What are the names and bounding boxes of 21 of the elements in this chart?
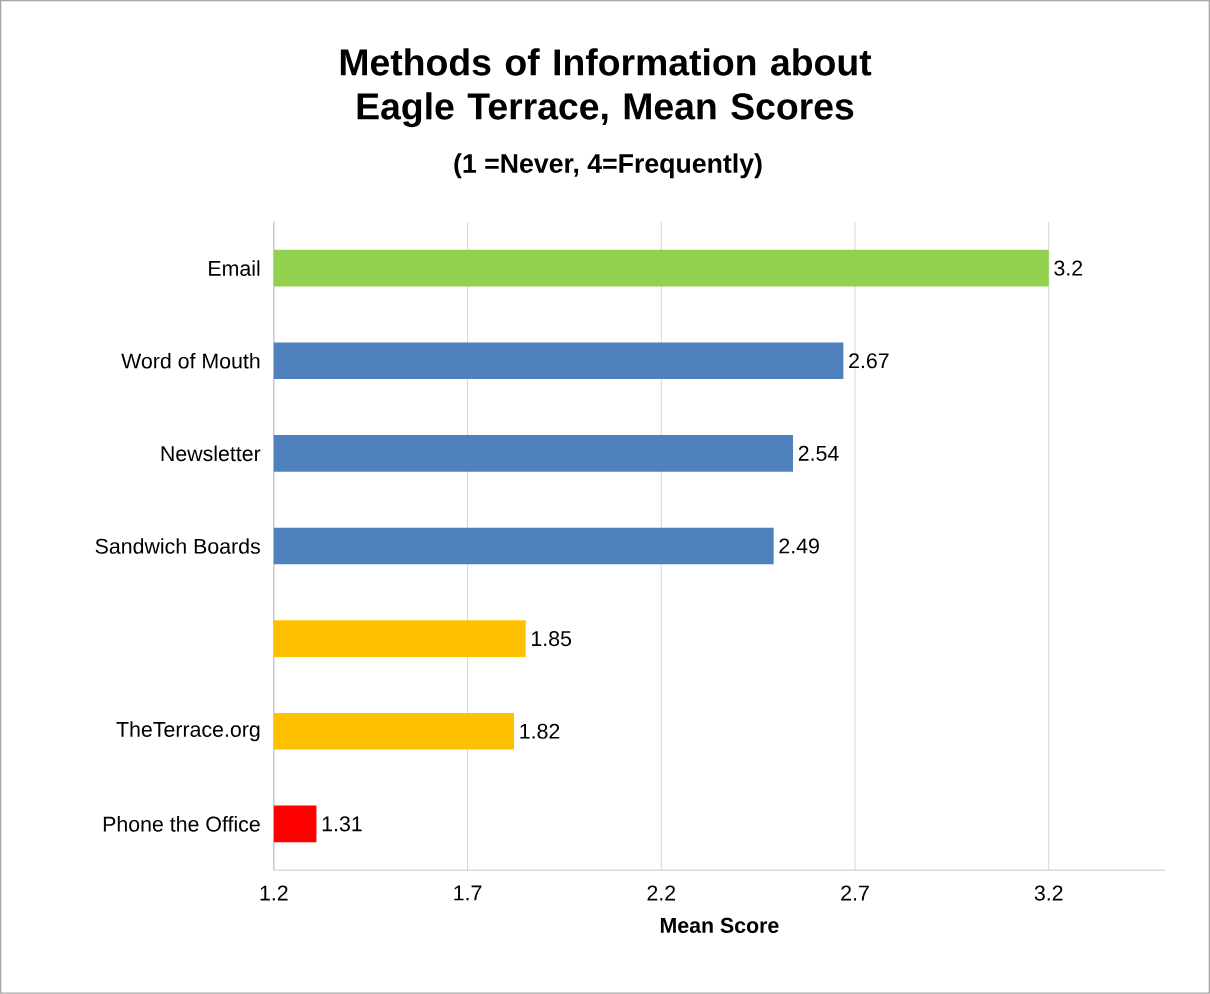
x-tick-label: 1.7	[454, 885, 482, 901]
y-tick-label: Newsletter	[161, 445, 261, 462]
y-tick-label: Sandwich Boards	[95, 538, 260, 554]
x-tick-label: 2.7	[841, 885, 869, 901]
data-label: 2.49	[779, 538, 819, 554]
chart-subtitle: (1 =Never, 4=Frequently)	[454, 153, 762, 179]
y-tick-label: Word of Mouth	[121, 352, 260, 369]
data-label: 1.85	[532, 631, 572, 647]
data-label: 3.2	[1054, 260, 1083, 276]
x-axis-title: Mean Score	[660, 917, 779, 933]
y-tick-label: TheTerrace.org	[116, 721, 260, 742]
y-tick-label: Phone the Office	[103, 816, 260, 832]
data-label: 1.31	[322, 816, 362, 832]
y-tick-label: Email	[209, 260, 260, 277]
x-tick-label: 2.2	[647, 885, 676, 901]
x-tick-label: 3.2	[1034, 885, 1063, 901]
x-tick-label: 1.2	[260, 885, 288, 901]
chart-title: Methods of Information about Eagle Terrace, Mean Scores	[340, 48, 872, 128]
data-label: 2.54	[798, 445, 839, 461]
data-label: 1.82	[520, 723, 560, 739]
data-label: 2.67	[849, 353, 889, 369]
